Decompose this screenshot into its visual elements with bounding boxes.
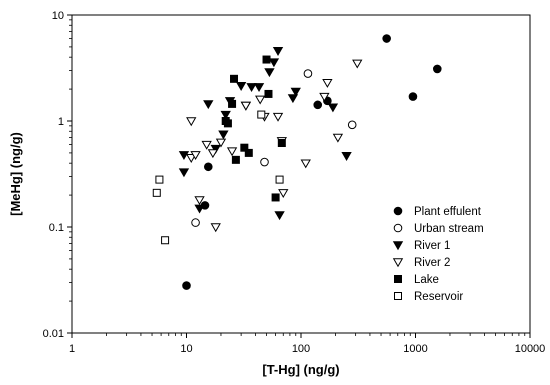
- legend-label: Plant effulent: [414, 206, 482, 218]
- data-point: [201, 140, 212, 150]
- data-point: [327, 103, 339, 113]
- data-point: [203, 100, 214, 110]
- data-point: [220, 110, 231, 120]
- y-tick-label: 10: [52, 10, 64, 22]
- data-point: [272, 47, 284, 56]
- y-tick-label: 0.01: [43, 328, 64, 340]
- data-point: [231, 155, 240, 164]
- data-point: [194, 196, 205, 206]
- data-point: [191, 218, 200, 227]
- plot-axes: [71, 14, 531, 334]
- data-point: [274, 211, 285, 221]
- data-point: [210, 144, 221, 154]
- data-point: [262, 55, 271, 64]
- data-point: [207, 149, 219, 159]
- data-point: [278, 189, 289, 199]
- x-tick-label: 10: [180, 343, 192, 355]
- legend-label: Lake: [414, 274, 439, 286]
- data-point: [313, 100, 323, 110]
- data-point: [178, 168, 190, 178]
- data-point: [215, 138, 227, 148]
- data-point: [287, 94, 299, 104]
- data-point: [210, 223, 221, 233]
- data-point: [186, 154, 197, 163]
- legend-label: Urban stream: [414, 223, 484, 235]
- data-point: [352, 59, 363, 69]
- data-point: [178, 151, 190, 160]
- data-point: [244, 148, 253, 157]
- data-point: [271, 193, 280, 202]
- data-point: [226, 147, 238, 157]
- legend-marker: [392, 258, 404, 268]
- y-axis-title: [MeHg] (ng/g): [8, 132, 23, 216]
- data-point: [235, 82, 247, 91]
- axis-ticks: 1 10 100 1000 10000 0.01 0.1 1 10: [43, 10, 546, 355]
- data-point: [255, 95, 266, 105]
- data-point: [300, 159, 311, 169]
- y-tick-label: 1: [58, 116, 64, 128]
- data-point: [240, 101, 252, 111]
- data-point: [303, 69, 313, 78]
- data-points: [152, 34, 442, 290]
- data-point: [152, 188, 161, 197]
- data-point: [203, 162, 213, 172]
- x-tick-label: 1: [69, 343, 75, 355]
- data-point: [155, 175, 164, 184]
- legend-marker: [392, 241, 404, 251]
- data-point: [277, 139, 286, 148]
- data-point: [253, 83, 265, 93]
- data-point: [432, 64, 442, 74]
- legend-label: Reservoir: [414, 291, 463, 303]
- data-point: [260, 157, 269, 167]
- data-point: [257, 110, 266, 119]
- data-point: [230, 74, 239, 83]
- data-point: [322, 78, 333, 88]
- data-point: [161, 236, 170, 245]
- data-point: [272, 112, 284, 122]
- data-point: [341, 152, 352, 161]
- legend: Plant effulent Urban stream River 1 River 2…: [392, 206, 484, 303]
- data-point: [246, 83, 257, 93]
- x-axis-title: [T-Hg] (ng/g): [262, 362, 339, 377]
- data-point: [228, 99, 237, 108]
- data-point: [347, 120, 357, 130]
- data-point: [290, 87, 301, 97]
- legend-marker: [393, 223, 403, 233]
- y-tick-label: 0.1: [49, 222, 64, 234]
- data-point: [186, 117, 197, 127]
- data-point: [218, 130, 229, 140]
- data-point: [182, 281, 191, 290]
- data-point: [268, 58, 280, 68]
- legend-marker: [393, 206, 403, 216]
- data-point: [264, 89, 273, 98]
- x-tick-label: 1000: [403, 343, 427, 355]
- data-point: [319, 92, 330, 102]
- legend-label: River 2: [414, 257, 450, 269]
- data-point: [275, 175, 284, 184]
- data-point: [223, 119, 232, 128]
- data-point: [264, 68, 275, 78]
- data-point: [240, 143, 249, 152]
- legend-marker: [394, 292, 402, 300]
- data-point: [190, 151, 201, 160]
- plot-frame: [71, 14, 531, 334]
- x-tick-label: 10000: [515, 343, 546, 355]
- data-point: [332, 133, 344, 143]
- data-point: [382, 34, 391, 43]
- data-point: [408, 92, 418, 101]
- legend-label: River 1: [414, 240, 450, 252]
- x-tick-label: 100: [292, 343, 310, 355]
- legend-marker: [394, 275, 402, 283]
